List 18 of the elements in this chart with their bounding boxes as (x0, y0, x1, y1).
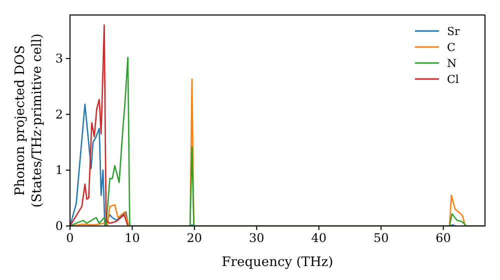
line-series (70, 24, 129, 226)
x-tick-label: 10 (124, 231, 140, 245)
x-tick-label: 60 (436, 231, 451, 245)
y-tick-label: 3 (55, 52, 63, 66)
x-tick-label: 40 (311, 231, 327, 245)
y-tick-label: 1 (55, 163, 63, 178)
x-axis-title: Frequency (THz) (222, 255, 334, 270)
legend-label: Cl (447, 73, 460, 86)
y-tick-label: 0 (55, 219, 63, 233)
legend-label: N (447, 57, 457, 70)
x-tick-label: 20 (186, 231, 202, 245)
x-tick-label: 50 (373, 231, 389, 245)
y-tick-label: 2 (55, 107, 63, 122)
x-tick-label: 0 (66, 231, 74, 245)
legend-label: C (447, 41, 456, 54)
legend-label: Sr (447, 25, 461, 38)
x-tick-label: 30 (249, 231, 264, 245)
y-axis-title: Phonon projected DOS (States/THz·primitive cell) (13, 33, 45, 208)
